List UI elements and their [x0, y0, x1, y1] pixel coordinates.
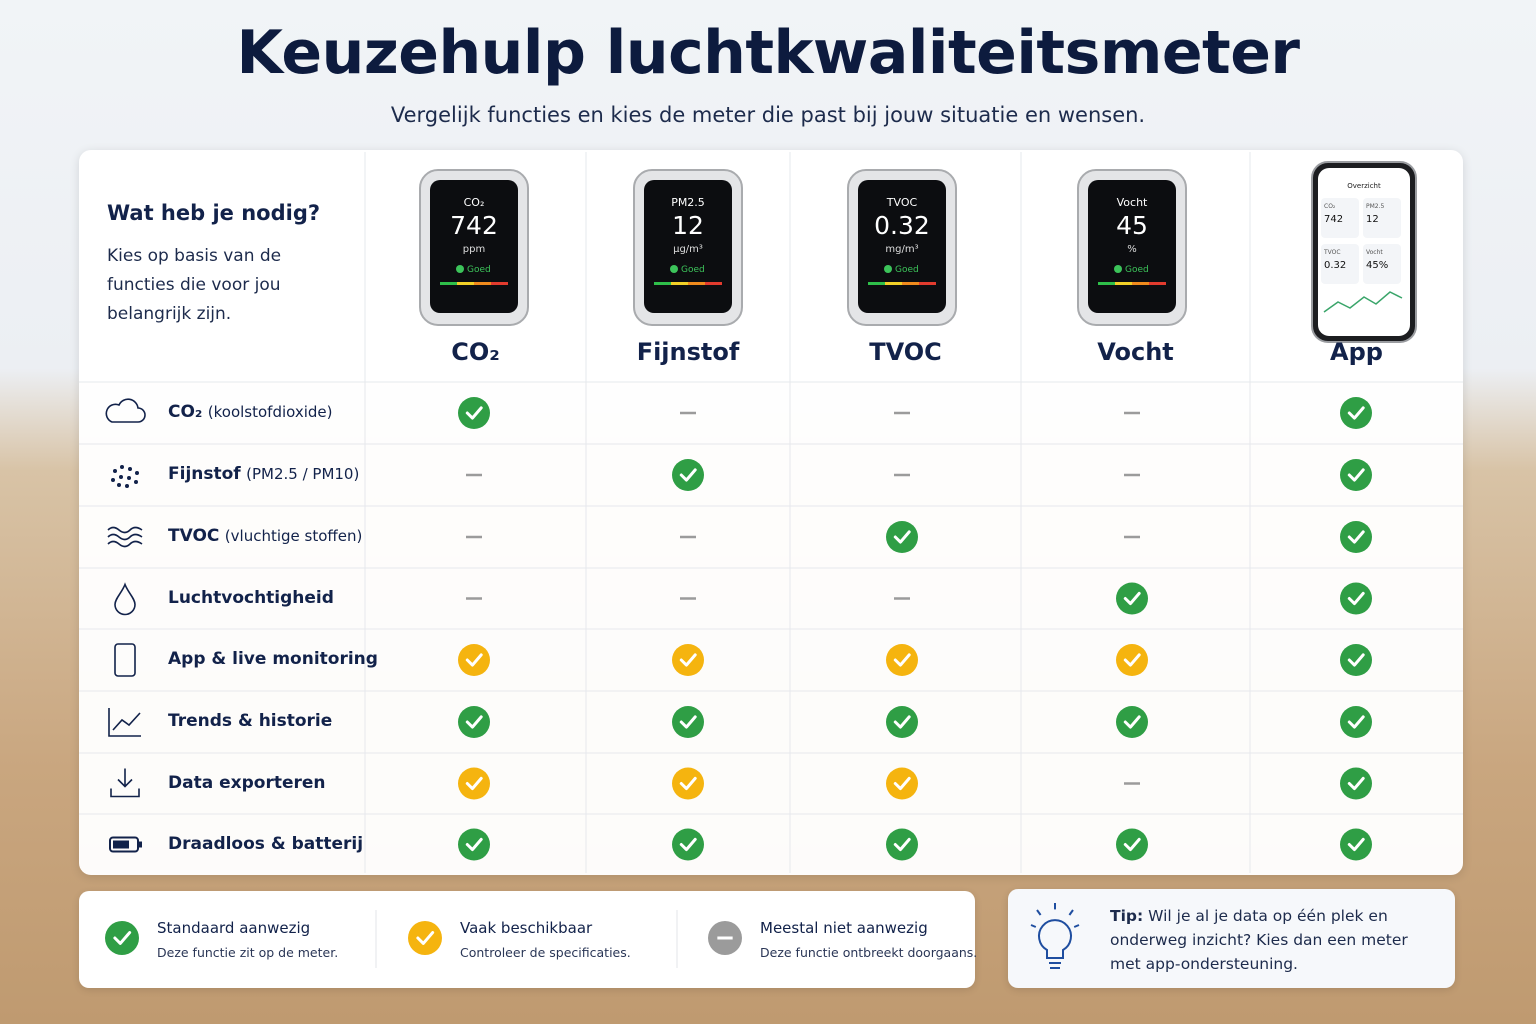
subtitle: Vergelijk functies en kies de meter die …	[390, 103, 1146, 127]
column-name: Fijnstof	[636, 338, 740, 366]
intro-text: Kies op basis van de functies die voor j…	[107, 246, 282, 324]
tip-card	[1008, 889, 1455, 988]
row-label: Trends & historie	[168, 711, 332, 731]
tip-text: Tip: Wil je al je data op één plek en on…	[1110, 904, 1410, 976]
title: Keuzehulp luchtkwaliteitsmeter	[236, 18, 1300, 88]
row-detail: (vluchtige stoffen)	[224, 527, 363, 545]
row-name: Trends & historie	[168, 711, 333, 731]
legend-title: Vaak beschikbaar	[460, 919, 593, 937]
row-name: CO₂	[168, 402, 203, 422]
row-detail: (PM2.5 / PM10)	[246, 465, 360, 483]
row-label: App & live monitoring	[168, 649, 378, 669]
tip-label: Tip:	[1110, 907, 1144, 925]
legend-card	[79, 891, 975, 988]
row-name: App & live monitoring	[168, 649, 378, 669]
column-name: TVOC	[869, 338, 942, 366]
row-detail: (koolstofdioxide)	[207, 403, 333, 421]
tip-body: Wil je al je data op één plek en onderwe…	[1110, 907, 1408, 973]
column-name: CO₂	[451, 338, 500, 366]
row-label: CO₂ (koolstofdioxide)	[168, 402, 333, 422]
row-name: Draadloos & batterij	[168, 833, 364, 854]
comparison-card	[79, 150, 1463, 875]
column-name: App	[1330, 338, 1383, 366]
intro-heading: Wat heb je nodig?	[107, 201, 321, 225]
row-label: Draadloos & batterij	[168, 834, 363, 854]
legend-title: Standaard aanwezig	[157, 919, 311, 937]
row-label: TVOC (vluchtige stoffen)	[168, 526, 362, 546]
row-label: Data exporteren	[168, 773, 326, 793]
row-name: Fijnstof	[168, 464, 241, 484]
legend-text: Deze functie zit op de meter.	[157, 945, 339, 960]
column-name: Vocht	[1097, 338, 1174, 366]
row-name: TVOC	[168, 526, 220, 546]
legend-title: Meestal niet aanwezig	[760, 919, 928, 937]
row-label: Luchtvochtigheid	[168, 588, 334, 608]
row-name: Luchtvochtigheid	[168, 587, 334, 608]
row-label: Fijnstof (PM2.5 / PM10)	[168, 464, 359, 484]
legend-text: Controleer de specificaties.	[460, 945, 631, 960]
legend-text: Deze functie ontbreekt doorgaans.	[760, 945, 978, 960]
row-name: Data exporteren	[168, 772, 326, 793]
